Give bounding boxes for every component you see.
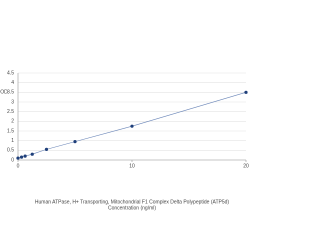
x-axis-label: Concentration (ng/ml) [108, 205, 156, 211]
data-point [44, 147, 49, 151]
y-tick-label: 0 [11, 157, 14, 163]
data-point [16, 156, 20, 160]
y-tick-label: 0.5 [7, 148, 14, 154]
y-tick-label: 2 [11, 119, 14, 125]
data-point [23, 154, 27, 158]
page: {"chart_data": {"type": "scatter", "titl… [0, 70, 249, 212]
data-point [30, 152, 34, 156]
x-tick-label: 0 [17, 163, 20, 169]
y-tick-label: 4.5 [7, 70, 14, 76]
y-tick-label: 3 [11, 99, 14, 105]
y-tick-label: 3.5 [7, 90, 14, 96]
y-tick-label: 1.5 [7, 128, 14, 134]
y-tick-label: 2.5 [7, 109, 14, 115]
chart-title: Human ATPase, H+ Transporting, Mitochond… [35, 199, 230, 205]
y-tick-label: 1 [11, 138, 14, 144]
y-axis-label: OD [0, 89, 8, 95]
data-point [244, 90, 248, 94]
x-tick-label: 20 [243, 163, 249, 169]
data-point [130, 124, 134, 128]
chart: Human ATPase, H+ Transporting, Mitochond… [0, 70, 249, 211]
data-point [73, 140, 77, 144]
data-point [19, 155, 24, 159]
x-tick-label: 10 [129, 163, 135, 169]
y-tick-label: 4 [11, 80, 14, 86]
